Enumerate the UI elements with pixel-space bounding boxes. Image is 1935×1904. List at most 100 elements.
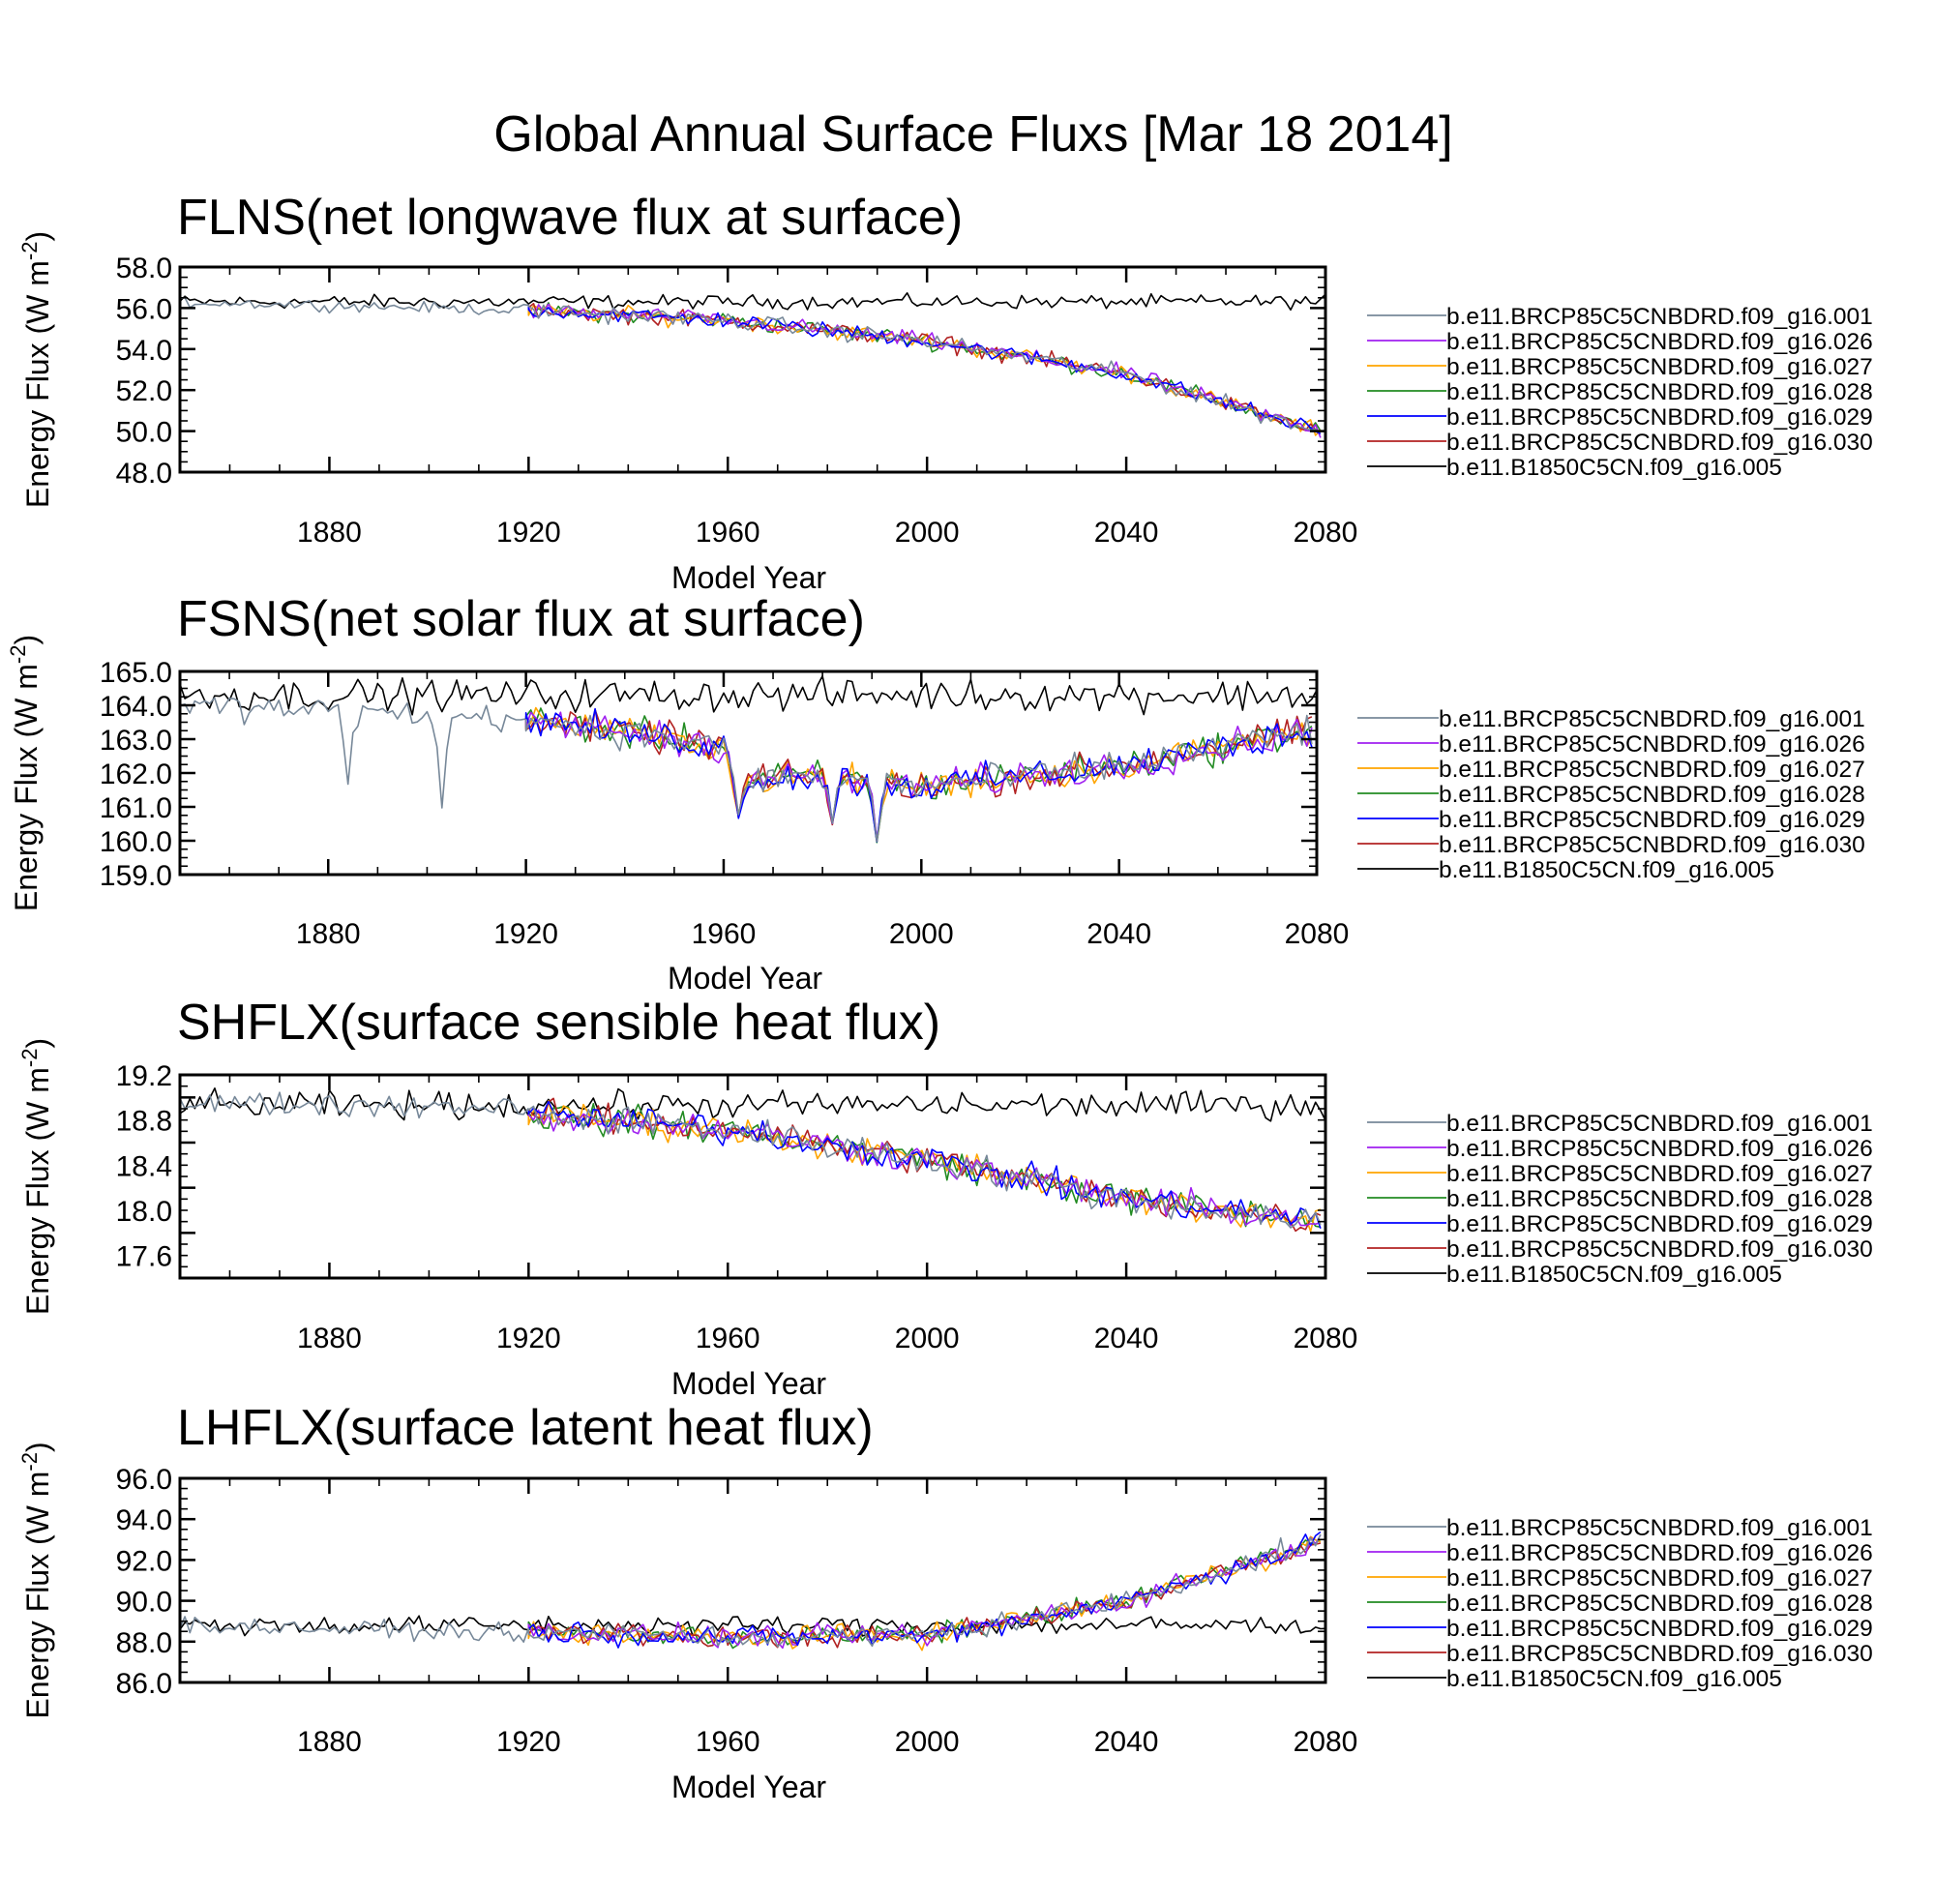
legend-label: b.e11.BRCP85C5CNBDRD.f09_g16.029: [1446, 404, 1873, 431]
x-axis-label: Model Year: [668, 961, 822, 996]
y-tick-label: 88.0: [116, 1627, 172, 1659]
y-tick-label: 164.0: [100, 691, 172, 723]
x-tick-label: 1960: [696, 1726, 760, 1758]
series-line-historical: [180, 296, 529, 315]
legend-label: b.e11.BRCP85C5CNBDRD.f09_g16.026: [1446, 1136, 1873, 1162]
plot-lines: [180, 292, 1325, 438]
legend-label: b.e11.BRCP85C5CNBDRD.f09_g16.026: [1446, 1540, 1873, 1566]
fsns-panel: FSNS(net solar flux at surface) Model Ye…: [6, 591, 1865, 996]
series-line-ensemble-2: [527, 304, 1322, 436]
y-tick-label: 90.0: [116, 1587, 172, 1619]
series-line-ensemble-4: [524, 707, 1313, 843]
plot-lines: [180, 674, 1317, 844]
x-tick-label: 1960: [692, 918, 757, 950]
y-tick-label: 18.8: [116, 1106, 172, 1138]
y-axis-label: Energy Flux (W m-2): [17, 231, 55, 508]
series-line-ensemble-4: [527, 305, 1322, 435]
y-tick-label: 94.0: [116, 1504, 172, 1536]
plot-lines: [180, 1531, 1325, 1651]
x-tick-label: 2040: [1094, 517, 1159, 549]
legend: b.e11.BRCP85C5CNBDRD.f09_g16.001b.e11.BR…: [1367, 1515, 1873, 1692]
legend-label: b.e11.B1850C5CN.f09_g16.005: [1446, 1262, 1782, 1288]
series-line-ensemble-1: [524, 711, 1313, 841]
legend-label: b.e11.B1850C5CN.f09_g16.005: [1446, 1666, 1782, 1692]
legend-label: b.e11.BRCP85C5CNBDRD.f09_g16.028: [1439, 782, 1865, 808]
legend: b.e11.BRCP85C5CNBDRD.f09_g16.001b.e11.BR…: [1367, 304, 1873, 481]
legend-label: b.e11.BRCP85C5CNBDRD.f09_g16.001: [1446, 1111, 1873, 1137]
x-tick-label: 1880: [297, 1726, 362, 1758]
y-tick-label: 54.0: [116, 335, 172, 367]
y-tick-label: 58.0: [116, 253, 172, 284]
series-line-historical: [180, 1616, 530, 1643]
x-tick-label: 2000: [895, 517, 960, 549]
x-tick-label: 1880: [297, 1323, 362, 1354]
series-line-ensemble-5: [527, 1097, 1322, 1233]
y-tick-label: 48.0: [116, 458, 172, 490]
x-tick-label: 1880: [296, 918, 361, 950]
series-line-ensemble-0: [527, 1533, 1322, 1648]
y-tick-label: 17.6: [116, 1241, 172, 1273]
x-tick-label: 2080: [1294, 517, 1358, 549]
y-axis-label-end: ): [20, 1038, 55, 1049]
panel-title: FLNS(net longwave flux at surface): [177, 190, 963, 246]
y-axis-label-text: Energy Flux (W m: [20, 260, 55, 508]
plot-lines: [180, 1087, 1325, 1233]
y-tick-label: 161.0: [100, 792, 172, 824]
series-line-control: [180, 1087, 1325, 1122]
y-axis-label-text: Energy Flux (W m: [20, 1472, 55, 1719]
x-tick-label: 1960: [696, 1323, 760, 1354]
x-axis-label: Model Year: [671, 1366, 826, 1401]
x-tick-label: 2040: [1094, 1323, 1159, 1354]
legend-label: b.e11.BRCP85C5CNBDRD.f09_g16.026: [1446, 329, 1873, 355]
series-line-ensemble-4: [527, 1531, 1322, 1649]
series-line-control: [180, 292, 1325, 312]
legend-label: b.e11.BRCP85C5CNBDRD.f09_g16.027: [1439, 757, 1865, 783]
x-tick-label: 1920: [493, 918, 558, 950]
y-tick-label: 18.0: [116, 1196, 172, 1228]
plot-frame: [178, 1476, 1327, 1684]
y-axis-label: Energy Flux (W m-2): [17, 1038, 55, 1315]
y-tick-label: 52.0: [116, 375, 172, 407]
series-line-ensemble-1: [527, 303, 1322, 438]
y-axis-label-end: ): [20, 1442, 55, 1452]
y-tick-label: 160.0: [100, 826, 172, 858]
legend-label: b.e11.BRCP85C5CNBDRD.f09_g16.030: [1446, 430, 1873, 456]
legend-label: b.e11.BRCP85C5CNBDRD.f09_g16.029: [1446, 1616, 1873, 1642]
legend-label: b.e11.B1850C5CN.f09_g16.005: [1446, 455, 1782, 481]
x-tick-label: 2040: [1094, 1726, 1159, 1758]
y-axis-label-sup: -2: [17, 1452, 42, 1472]
legend-label: b.e11.BRCP85C5CNBDRD.f09_g16.029: [1439, 807, 1865, 833]
series-line-ensemble-0: [527, 304, 1322, 433]
y-axis-label-sup: -2: [6, 645, 30, 665]
legend-label: b.e11.BRCP85C5CNBDRD.f09_g16.001: [1446, 304, 1873, 330]
y-tick-label: 56.0: [116, 293, 172, 325]
legend-label: b.e11.BRCP85C5CNBDRD.f09_g16.027: [1446, 1161, 1873, 1187]
x-tick-label: 1920: [496, 1726, 561, 1758]
legend-label: b.e11.BRCP85C5CNBDRD.f09_g16.030: [1439, 832, 1865, 858]
legend-label: b.e11.BRCP85C5CNBDRD.f09_g16.027: [1446, 1565, 1873, 1592]
x-tick-label: 2080: [1294, 1726, 1358, 1758]
series-line-ensemble-0: [527, 1105, 1322, 1229]
x-tick-label: 1880: [297, 517, 362, 549]
y-tick-label: 18.4: [116, 1150, 172, 1182]
legend-label: b.e11.BRCP85C5CNBDRD.f09_g16.027: [1446, 354, 1873, 380]
series-line-ensemble-0: [524, 714, 1313, 843]
x-axis-label: Model Year: [671, 1770, 826, 1804]
y-axis-label-end: ): [9, 635, 44, 645]
y-tick-label: 50.0: [116, 417, 172, 449]
lhflx-panel: LHFLX(surface latent heat flux) Model Ye…: [17, 1400, 1873, 1804]
series-line-control: [180, 674, 1317, 716]
x-tick-label: 2040: [1087, 918, 1151, 950]
y-axis-label-end: ): [20, 231, 55, 242]
y-axis-label-text: Energy Flux (W m: [20, 1067, 55, 1315]
y-axis-label-text: Energy Flux (W m: [9, 664, 44, 911]
x-axis-label: Model Year: [671, 560, 826, 595]
legend: b.e11.BRCP85C5CNBDRD.f09_g16.001b.e11.BR…: [1367, 1111, 1873, 1288]
legend-label: b.e11.BRCP85C5CNBDRD.f09_g16.001: [1446, 1515, 1873, 1541]
x-tick-label: 2080: [1294, 1323, 1358, 1354]
legend-label: b.e11.BRCP85C5CNBDRD.f09_g16.030: [1446, 1641, 1873, 1667]
x-tick-label: 2000: [895, 1323, 960, 1354]
y-tick-label: 92.0: [116, 1545, 172, 1577]
legend-label: b.e11.BRCP85C5CNBDRD.f09_g16.028: [1446, 379, 1873, 405]
